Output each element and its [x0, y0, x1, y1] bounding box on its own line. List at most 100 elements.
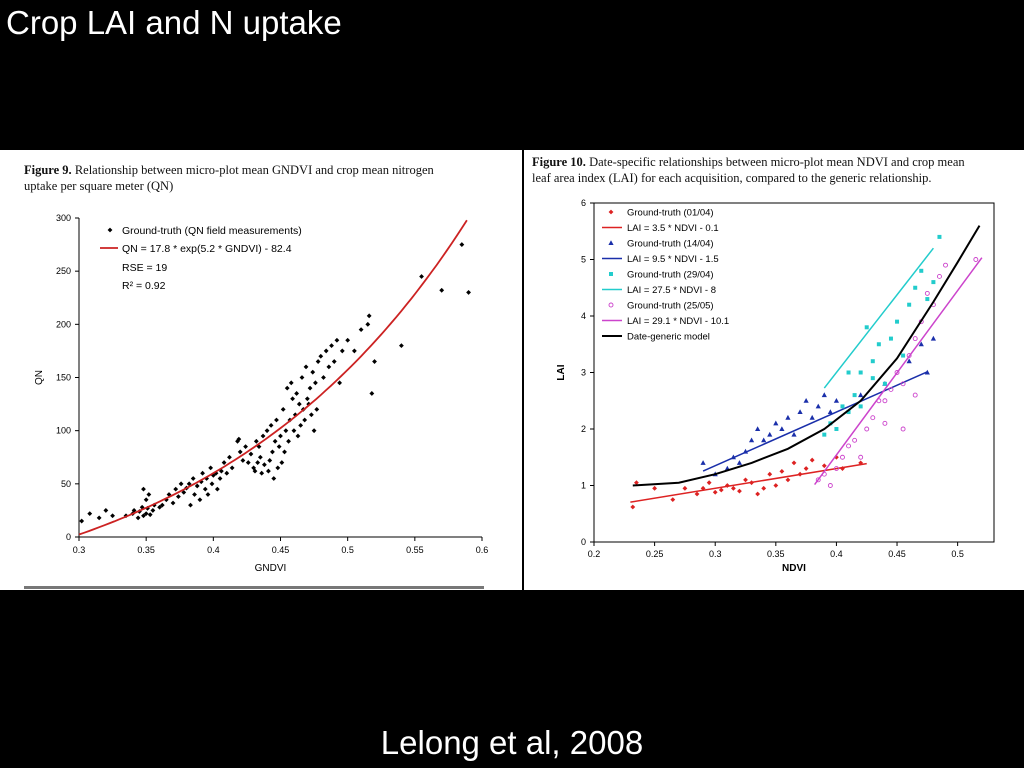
figure9-caption-line2: uptake per square meter (QN) [24, 179, 174, 193]
data-point [894, 370, 900, 375]
data-point [284, 385, 290, 391]
data-point [267, 458, 273, 463]
data-point [270, 449, 275, 455]
data-point [700, 460, 706, 465]
x-tick-label: 0.3 [709, 549, 722, 559]
data-point [298, 422, 304, 428]
x-tick-label: 0.45 [272, 545, 290, 555]
data-point [252, 468, 258, 474]
data-point [827, 483, 833, 488]
y-tick-label: 3 [581, 368, 586, 378]
data-point [236, 436, 242, 442]
data-point [852, 437, 858, 443]
data-point [912, 392, 918, 398]
data-point [240, 458, 246, 463]
x-axis-label: GNDVI [255, 563, 287, 574]
data-point [827, 409, 833, 415]
data-point [840, 404, 845, 409]
data-point [809, 414, 815, 420]
data-point [779, 468, 785, 474]
data-point [307, 385, 313, 391]
data-point [779, 426, 785, 431]
figure9-label: Figure 9. [24, 163, 72, 177]
data-point [221, 460, 227, 465]
x-tick-label: 0.6 [476, 545, 489, 555]
data-point [188, 502, 193, 508]
data-point [773, 420, 779, 426]
data-point [279, 460, 285, 465]
figure10-caption-line1: Date-specific relationships between micr… [585, 155, 965, 169]
data-point [278, 433, 283, 439]
data-point [331, 359, 337, 364]
legend-marker [608, 240, 614, 245]
data-point [821, 392, 827, 398]
data-point [310, 369, 316, 375]
figure-11-cut-off-line [24, 586, 484, 589]
x-tick-label: 0.25 [646, 549, 664, 559]
data-point [170, 500, 176, 506]
data-point [846, 410, 851, 415]
data-point [334, 337, 340, 343]
data-point [882, 398, 888, 404]
data-point [870, 359, 875, 364]
data-point [210, 472, 216, 478]
data-point [888, 336, 893, 341]
data-point [329, 343, 334, 348]
data-point [163, 497, 169, 503]
figure9-caption: Figure 9. Relationship between micro-plo… [24, 162, 504, 194]
data-point [275, 465, 281, 471]
data-point [840, 454, 845, 460]
data-point [205, 492, 211, 497]
data-point [110, 513, 115, 519]
data-point [906, 358, 912, 364]
annotation: RSE = 19 [122, 262, 167, 274]
legend-entry: LAI = 27.5 * NDVI - 8 [627, 285, 716, 296]
legend-marker [609, 272, 613, 276]
data-point [858, 392, 864, 398]
data-point [973, 257, 979, 262]
data-point [706, 480, 712, 486]
data-point [198, 479, 204, 485]
x-tick-label: 0.2 [588, 549, 601, 559]
data-point [266, 468, 271, 474]
data-point [870, 376, 875, 381]
data-point [815, 403, 821, 409]
data-point [194, 483, 200, 489]
data-point [755, 426, 761, 431]
data-point [852, 393, 857, 398]
data-point [833, 466, 839, 471]
data-point [304, 396, 310, 402]
fit-curve [78, 219, 468, 536]
legend-entry: LAI = 9.5 * NDVI - 1.5 [627, 254, 719, 265]
data-point [131, 508, 137, 513]
data-point [299, 375, 305, 380]
data-point [918, 341, 924, 347]
figure10-caption: Figure 10. Date-specific relationships b… [532, 154, 1024, 186]
data-point [282, 449, 287, 455]
data-point [202, 486, 208, 492]
legend-entry: LAI = 3.5 * NDVI - 0.1 [627, 223, 719, 234]
data-point [466, 290, 471, 295]
data-point [372, 359, 377, 364]
data-point [694, 491, 700, 497]
data-point [912, 336, 918, 342]
data-point [870, 415, 876, 421]
y-axis-label: LAI [556, 364, 567, 380]
data-point [214, 486, 220, 492]
data-point [900, 381, 906, 387]
figure10-caption-line2: leaf area index (LAI) for each acquisiti… [532, 171, 932, 185]
figure10-label: Figure 10. [532, 155, 586, 169]
data-point [253, 438, 259, 444]
data-point [797, 409, 803, 415]
data-point [159, 502, 165, 508]
data-point [150, 508, 156, 513]
data-point [846, 443, 851, 449]
y-tick-label: 1 [581, 481, 586, 491]
data-point [937, 234, 942, 239]
data-point [773, 483, 779, 488]
lai-ndvi-chart: 0.2 0.25 0.3 0.35 0.4 0.45 0.5 0 1 2 3 4 5 6 NDVI LAI Gr… [556, 198, 995, 574]
data-point [321, 375, 326, 380]
data-point [166, 492, 172, 497]
data-point [147, 512, 153, 518]
data-point [255, 460, 261, 465]
